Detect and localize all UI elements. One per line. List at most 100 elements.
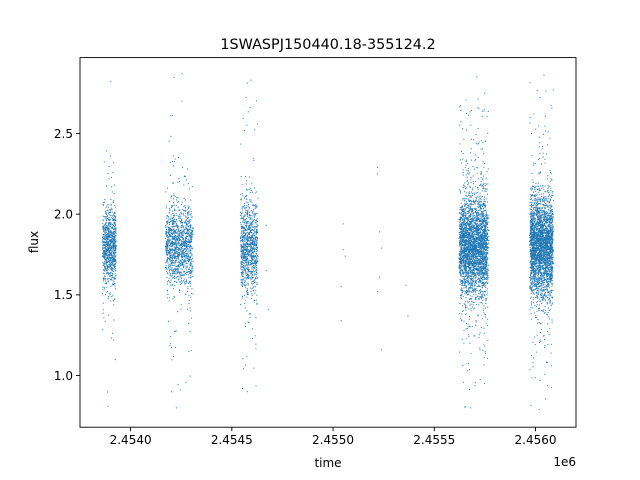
data-point: [255, 281, 257, 283]
data-point: [103, 235, 105, 237]
data-point: [471, 237, 473, 239]
data-point: [191, 255, 193, 257]
data-point: [474, 211, 476, 213]
data-point: [253, 262, 255, 264]
data-point: [244, 266, 246, 268]
data-point: [108, 178, 110, 180]
data-point: [184, 256, 186, 258]
data-point: [186, 308, 188, 310]
data-point: [103, 277, 105, 279]
data-point: [485, 255, 487, 257]
data-point: [182, 231, 184, 233]
data-point: [183, 184, 185, 186]
data-point: [240, 240, 242, 242]
data-point: [104, 236, 106, 238]
data-point: [102, 280, 104, 282]
data-point: [253, 240, 255, 242]
data-point: [179, 248, 181, 250]
data-point: [256, 241, 258, 243]
data-point: [178, 244, 180, 246]
data-point: [102, 236, 104, 238]
data-point: [476, 217, 478, 219]
data-point: [165, 262, 167, 264]
data-point: [106, 265, 108, 267]
data-point: [114, 270, 116, 272]
data-point: [188, 282, 190, 284]
data-point: [484, 351, 486, 353]
data-point: [465, 255, 467, 257]
data-point: [465, 160, 467, 162]
data-point: [484, 233, 486, 235]
data-point: [177, 217, 179, 219]
data-point: [469, 297, 471, 299]
data-point: [254, 247, 256, 249]
data-point: [182, 243, 184, 245]
data-point: [476, 253, 478, 255]
data-point: [250, 256, 252, 258]
data-point: [173, 276, 175, 278]
data-point: [464, 240, 466, 242]
data-point: [255, 290, 257, 292]
data-point: [187, 261, 189, 263]
data-point: [247, 249, 249, 250]
data-point: [188, 322, 190, 324]
data-point: [480, 219, 482, 221]
data-point: [114, 212, 116, 214]
data-point: [186, 267, 188, 269]
data-point: [188, 250, 190, 252]
data-point: [480, 297, 482, 299]
data-point: [112, 233, 114, 235]
data-point: [251, 201, 253, 203]
data-point: [470, 298, 472, 300]
data-point: [165, 250, 167, 252]
data-point: [175, 277, 177, 279]
data-point: [487, 110, 489, 112]
data-point: [185, 215, 187, 217]
data-point: [166, 241, 168, 243]
data-point: [109, 228, 111, 230]
data-point: [244, 229, 246, 231]
data-point: [255, 226, 257, 228]
data-point: [183, 260, 185, 262]
data-point: [481, 253, 483, 255]
data-point: [167, 280, 169, 282]
data-point: [240, 227, 242, 229]
data-point: [189, 241, 191, 243]
data-point: [482, 293, 484, 295]
data-point: [461, 251, 463, 253]
data-point: [187, 232, 189, 234]
data-point: [244, 214, 246, 216]
data-point: [247, 243, 249, 245]
data-point: [181, 224, 183, 226]
data-point: [470, 290, 472, 292]
data-point: [184, 259, 186, 261]
data-point: [253, 225, 255, 227]
data-point: [175, 246, 177, 248]
data-point: [102, 286, 104, 288]
data-point: [482, 250, 484, 252]
data-point: [111, 239, 113, 241]
data-point: [169, 240, 171, 242]
data-point: [174, 239, 176, 241]
data-point: [107, 172, 109, 174]
data-point: [110, 81, 112, 83]
data-point: [114, 237, 116, 239]
data-point: [184, 252, 186, 254]
data-point: [472, 220, 474, 222]
data-point: [254, 250, 256, 252]
data-point: [245, 237, 247, 239]
data-point: [188, 219, 190, 221]
data-point: [183, 271, 185, 273]
data-point: [241, 266, 243, 268]
data-point: [181, 253, 183, 255]
data-point: [474, 229, 476, 231]
data-point: [251, 277, 253, 279]
data-point: [109, 231, 111, 233]
data-point: [458, 233, 460, 235]
data-point: [190, 249, 192, 251]
data-point: [176, 236, 178, 238]
data-point: [256, 230, 258, 232]
data-point: [468, 291, 470, 293]
data-point: [174, 220, 176, 222]
data-point: [176, 226, 178, 228]
